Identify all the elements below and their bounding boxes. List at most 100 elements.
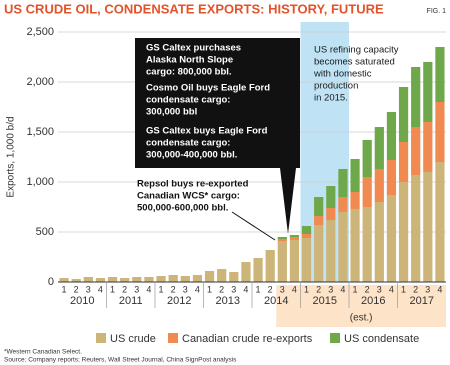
annotation-line: 500,000-600,000 bbl.	[137, 203, 228, 214]
legend-swatch	[168, 333, 178, 343]
bar-segment	[338, 197, 348, 212]
bar-segment	[338, 212, 348, 282]
bar-segment	[289, 235, 300, 237]
bar-segment	[204, 271, 215, 282]
bar-segment	[156, 276, 166, 282]
bar-segment	[326, 186, 336, 208]
bar-segment	[301, 238, 312, 282]
y-tick-label: 2,500	[26, 26, 54, 38]
y-tick-label: 0	[48, 276, 54, 288]
bar-segment	[386, 112, 397, 160]
bar-segment	[289, 237, 300, 240]
bar-segment	[350, 209, 360, 282]
x-tick-label: 2	[219, 284, 224, 294]
year-label: 2010	[70, 295, 94, 307]
bar-segment	[435, 47, 445, 102]
callout-box	[135, 38, 300, 234]
bar-segment	[374, 202, 384, 282]
bar-segment	[398, 142, 409, 182]
x-tick-label: 2	[316, 284, 321, 294]
year-label: 2017	[410, 295, 434, 307]
annotation-line: condensate cargo:	[146, 138, 230, 149]
x-tick-label: 1	[207, 284, 212, 294]
bar-segment	[411, 127, 421, 175]
bar-segment	[289, 240, 300, 282]
x-tick-label: 4	[292, 284, 297, 294]
x-tick-label: 1	[353, 284, 358, 294]
annotation-line: Cosmo Oil buys Eagle Ford	[146, 83, 270, 94]
annotation-line: cargo: 800,000 bbl.	[146, 67, 232, 78]
legend-label: Canadian crude re-exports	[182, 333, 313, 345]
x-tick-label: 2	[171, 284, 176, 294]
bar-segment	[435, 162, 445, 282]
bar-segment	[192, 275, 203, 282]
bar-segment	[253, 258, 263, 282]
bar-segment	[107, 277, 118, 282]
annotation-line: production	[314, 81, 358, 92]
x-tick-label: 2	[413, 284, 418, 294]
bar-segment	[314, 225, 324, 282]
bar-segment	[144, 277, 154, 282]
bar-segment	[277, 239, 287, 241]
bar-segment	[229, 272, 239, 282]
bar-segment	[326, 220, 336, 282]
callout-pointer	[231, 211, 276, 241]
x-tick-label: 4	[195, 284, 200, 294]
bar-segment	[435, 102, 445, 162]
x-tick-label: 2	[365, 284, 370, 294]
legend-label: US condensate	[344, 333, 419, 345]
x-tick-label: 4	[98, 284, 103, 294]
y-axis-label: Exports, 1,000 b/d	[6, 116, 17, 197]
bar-segment	[411, 175, 421, 282]
bar-segment	[168, 275, 178, 282]
bar-segment	[374, 127, 384, 169]
bar-segment	[71, 279, 81, 282]
y-tick-label: 1,000	[26, 176, 54, 188]
estimate-label: (est.)	[350, 313, 373, 324]
bar-segment	[350, 192, 360, 209]
bar-segment	[277, 241, 287, 282]
annotation-line: GS Caltex buys Eagle Ford	[146, 126, 268, 137]
year-label: 2014	[264, 295, 288, 307]
figure-label: FIG. 1	[427, 8, 447, 15]
bar-segment	[95, 278, 106, 282]
footnote: Source: Company reports; Reuters, Wall S…	[4, 357, 237, 364]
bar-segment	[423, 62, 433, 122]
annotation-line: 300,000-400,000 bbl.	[146, 150, 237, 161]
bar-segment	[314, 216, 324, 225]
annotation-line: with domestic	[313, 69, 372, 80]
x-tick-label: 2	[268, 284, 273, 294]
bar-segment	[83, 277, 93, 282]
bar-segment	[350, 159, 360, 192]
legend-swatch	[330, 333, 340, 343]
x-tick-label: 3	[86, 284, 91, 294]
y-tick-label: 1,500	[26, 126, 54, 138]
x-tick-label: 1	[62, 284, 67, 294]
legend-swatch	[96, 333, 106, 343]
annotation-line: GS Caltex purchases	[146, 43, 241, 54]
x-tick-label: 3	[231, 284, 236, 294]
annotation-line: 300,000 bbl	[146, 107, 197, 118]
x-tick-label: 3	[134, 284, 139, 294]
bar-segment	[301, 234, 312, 238]
bar-segment	[411, 67, 421, 127]
x-tick-label: 3	[377, 284, 382, 294]
annotation-line: US refining capacity	[314, 45, 399, 56]
bar-segment	[132, 277, 142, 282]
x-tick-label: 3	[280, 284, 285, 294]
x-tick-label: 4	[437, 284, 442, 294]
chart-title: US CRUDE OIL, CONDENSATE EXPORTS: HISTOR…	[4, 1, 384, 16]
bar-segment	[386, 160, 397, 195]
estimate-region	[276, 285, 446, 327]
x-tick-label: 4	[146, 284, 151, 294]
bar-segment	[338, 169, 348, 197]
bar-segment	[362, 140, 372, 177]
bar-segment	[362, 177, 372, 207]
year-label: 2013	[216, 295, 240, 307]
bar-segment	[398, 87, 409, 142]
annotation-line: condensate cargo:	[146, 95, 230, 106]
bar-segment	[374, 169, 384, 202]
x-tick-label: 3	[328, 284, 333, 294]
x-tick-label: 2	[122, 284, 127, 294]
